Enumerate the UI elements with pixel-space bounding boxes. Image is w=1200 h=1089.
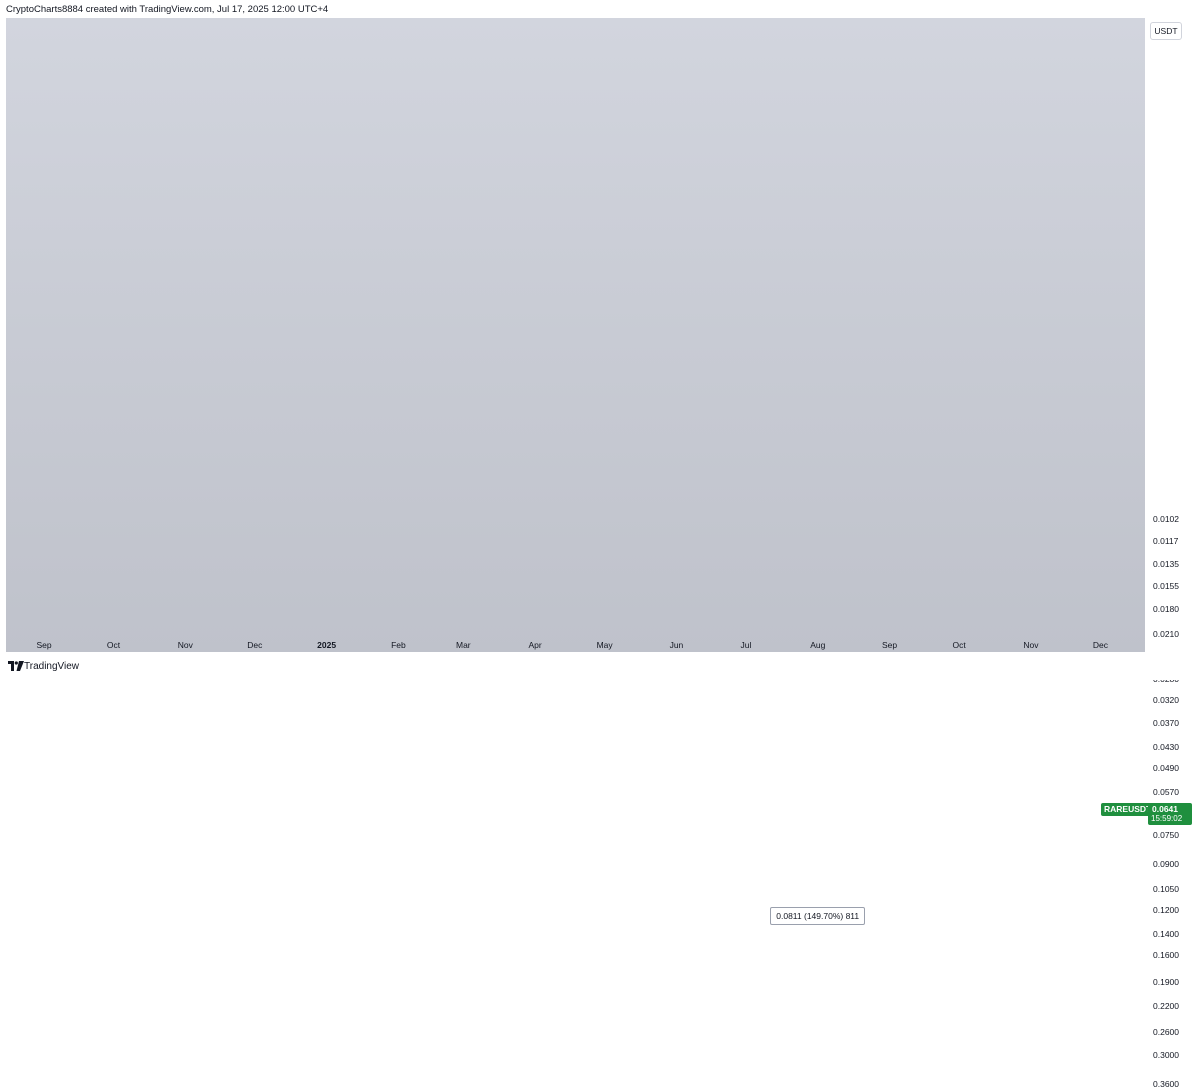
chart-header: CryptoCharts8884 created with TradingVie…	[0, 0, 1200, 18]
price-tick-label: 0.0430	[1153, 742, 1179, 753]
symbol-tag: RAREUSDT	[1101, 803, 1155, 817]
currency-button[interactable]: USDT	[1150, 22, 1182, 40]
price-tick-label: 0.0180	[1153, 604, 1179, 615]
price-tick-label: 0.2600	[1153, 1027, 1179, 1038]
price-tick-label: 0.0117	[1153, 536, 1179, 547]
price-tick-label: 0.0320	[1153, 695, 1179, 706]
tradingview-logo-icon	[8, 661, 24, 671]
time-tick-label: Dec	[1092, 640, 1108, 650]
tradingview-brand: TradingView	[24, 661, 80, 672]
time-tick-label: Mar	[455, 640, 471, 650]
time-tick-label: Oct	[952, 640, 966, 650]
price-tick-label: 0.3600	[1153, 1078, 1179, 1089]
price-tick-label: 0.0370	[1153, 718, 1179, 729]
price-tick-label: 0.3000	[1153, 1049, 1179, 1060]
time-tick-label: Sep	[882, 640, 898, 650]
chart-pane[interactable]	[6, 18, 1145, 652]
time-tick-label: Dec	[247, 640, 263, 650]
price-tick-label: 0.1400	[1153, 929, 1179, 940]
last-price-tag: 0.0641 15:59:02	[1148, 803, 1192, 826]
price-tick-label: 0.1050	[1153, 883, 1179, 894]
time-tick-label: Feb	[391, 640, 406, 650]
time-axis[interactable]: Sep Oct Nov Dec 2025 Feb Mar Apr May Jun Jul Aug Sep…	[6, 637, 1145, 652]
footer	[0, 652, 1200, 680]
time-tick-label: Nov	[1023, 640, 1039, 650]
time-tick-label: Jul	[740, 640, 752, 650]
price-tick-label: 0.1200	[1153, 904, 1179, 915]
time-tick-label: Sep	[36, 640, 52, 650]
measure-label: 0.0811 (149.70%) 811	[770, 906, 866, 925]
price-tick-label: 0.2200	[1153, 1000, 1179, 1011]
price-tick-label: 0.0750	[1153, 830, 1179, 841]
time-tick-label: 2025	[317, 640, 337, 650]
time-tick-label: May	[596, 640, 613, 650]
time-tick-label: Apr	[528, 640, 542, 650]
price-tick-label: 0.0570	[1153, 786, 1179, 797]
time-tick-label: Jun	[669, 640, 684, 650]
bar-countdown: 15:59:02	[1151, 814, 1183, 824]
price-tick-label: 0.0155	[1153, 580, 1179, 591]
time-tick-label: Nov	[177, 640, 193, 650]
price-scale[interactable]	[1145, 18, 1200, 652]
price-tick-label: 0.0900	[1153, 859, 1179, 870]
price-tick-label: 0.0210	[1153, 628, 1179, 639]
price-tick-label: 0.0102	[1153, 514, 1179, 525]
attribution-text: CryptoCharts8884 created with TradingVie…	[6, 4, 329, 15]
price-tick-label: 0.1900	[1153, 977, 1179, 988]
price-tick-label: 0.1600	[1153, 950, 1179, 961]
chart-canvas[interactable]	[0, 0, 1200, 680]
price-tick-label: 0.0490	[1153, 762, 1179, 773]
price-tick-label: 0.0135	[1153, 558, 1179, 569]
last-price-value: 0.0641	[1152, 804, 1178, 815]
time-tick-label: Oct	[106, 640, 121, 650]
time-tick-label: Aug	[810, 640, 826, 650]
